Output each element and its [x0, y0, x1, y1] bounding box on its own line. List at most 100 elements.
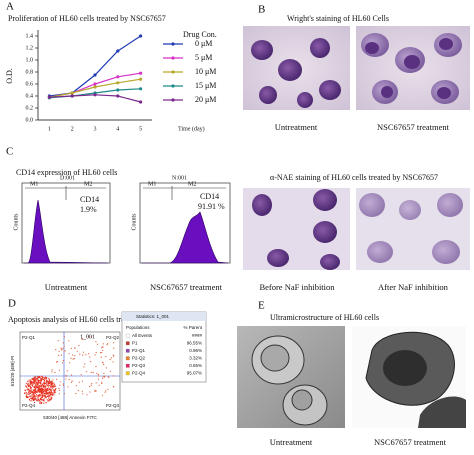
dot: [33, 397, 35, 399]
dot: [96, 372, 98, 374]
x-tick-label: 1: [48, 126, 51, 132]
dot: [94, 389, 96, 391]
dot: [51, 371, 53, 373]
dot: [31, 396, 33, 398]
file-label: D:001: [60, 175, 75, 181]
scatter-dots: [23, 335, 115, 405]
dot: [34, 397, 36, 399]
plot-title: 1_001: [80, 334, 95, 340]
dot: [49, 395, 51, 397]
dot: [40, 375, 42, 377]
dot: [25, 395, 27, 397]
legend-swatch: [125, 333, 130, 338]
dot: [43, 381, 45, 384]
dot: [37, 376, 39, 378]
legend-label: 5 μM: [195, 53, 212, 62]
dot: [29, 386, 31, 388]
y-tick-label: 0.6: [26, 81, 34, 87]
dot: [53, 394, 55, 396]
dot: [39, 399, 41, 401]
dot: [101, 347, 103, 349]
dot: [72, 358, 74, 360]
dot: [85, 354, 87, 356]
dot: [63, 345, 65, 347]
panel-label: A: [6, 1, 14, 13]
dot: [52, 382, 54, 384]
dot: [30, 388, 32, 390]
dot: [82, 393, 84, 395]
dot: [59, 381, 61, 383]
dot: [25, 382, 28, 384]
dot: [81, 390, 83, 392]
dot: [42, 399, 44, 401]
dot: [64, 350, 66, 352]
panel-title: Apoptosis analysis of HL60 cells treated…: [8, 315, 186, 324]
dot: [36, 394, 38, 396]
dot: [109, 359, 111, 361]
gate-label: M2: [188, 181, 196, 187]
dot: [58, 369, 61, 371]
dot: [26, 393, 28, 395]
dot: [45, 388, 47, 390]
x-tick-label: 5: [139, 126, 142, 132]
dot: [29, 383, 31, 385]
dot: [56, 361, 59, 363]
stats-cell: 0.65%: [189, 363, 202, 368]
dot: [95, 390, 97, 392]
dot: [98, 375, 100, 377]
stats-cell: 3.32%: [189, 356, 202, 361]
dot: [38, 398, 40, 400]
dot: [42, 385, 44, 387]
dot: [70, 347, 72, 349]
y-tick-label: 1.2: [26, 45, 34, 51]
dot: [70, 381, 72, 383]
stats-cell: P1: [132, 341, 138, 346]
dot: [61, 354, 63, 356]
dot: [47, 395, 49, 397]
dot: [48, 396, 50, 398]
dot: [62, 342, 64, 344]
dot: [47, 384, 49, 386]
dot: [30, 395, 32, 397]
dot: [112, 354, 114, 356]
dot: [46, 399, 48, 401]
dot: [30, 384, 32, 386]
dot: [41, 377, 43, 379]
dot: [34, 385, 36, 387]
dot: [29, 400, 31, 402]
stats-cell: 0.96%: [189, 348, 202, 353]
dot: [82, 351, 84, 353]
dot: [51, 397, 53, 400]
dot: [42, 379, 44, 381]
caption: Untreatment: [270, 437, 313, 447]
dot: [63, 351, 65, 353]
dot: [57, 340, 59, 342]
dot: [105, 355, 107, 358]
dot: [103, 372, 105, 375]
dot: [44, 384, 46, 386]
dot: [31, 382, 33, 384]
dot: [52, 379, 54, 381]
dot: [58, 393, 60, 395]
caption: Untreatment: [275, 122, 318, 132]
dot: [113, 386, 115, 388]
stats-cell: All Events: [132, 333, 153, 338]
dot: [37, 400, 39, 402]
panel-title: Ultramicrostructure of HL60 cells: [270, 313, 379, 322]
caption: NSC67657 treatment: [150, 282, 223, 292]
y-tick-label: 0.2: [26, 105, 34, 111]
cells: [359, 193, 463, 264]
dot: [44, 377, 46, 379]
dot: [44, 379, 46, 381]
dot: [32, 393, 34, 395]
dot: [78, 381, 80, 383]
histogram-panel: Counts N:001 M1 M2 CD14 91.91 % NSC67657…: [131, 175, 231, 292]
dot: [101, 381, 103, 383]
dot: [40, 403, 42, 405]
dot: [53, 383, 56, 385]
dot: [47, 382, 50, 385]
dot: [36, 400, 38, 402]
dot: [58, 354, 60, 357]
dot: [36, 379, 38, 381]
legend-swatch: [125, 371, 130, 376]
